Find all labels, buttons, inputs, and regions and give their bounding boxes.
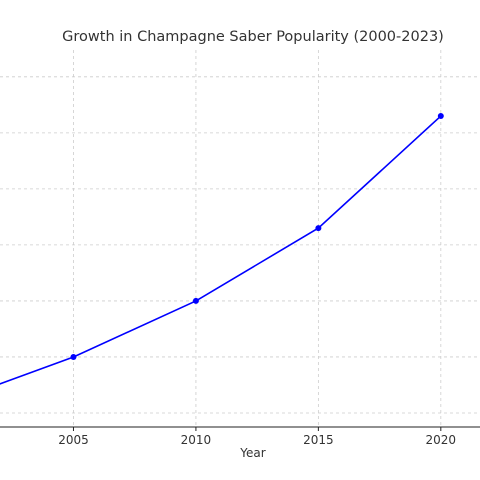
x-tick-label-2010: 2010 — [181, 433, 212, 447]
series-line — [0, 115, 442, 385]
data-point-2005 — [70, 353, 77, 360]
gridlines — [0, 50, 480, 427]
series-layer — [0, 113, 444, 385]
data-point-2010 — [192, 297, 199, 304]
x-tick-label-2015: 2015 — [303, 433, 334, 447]
x-tick-labels: 2005 2010 2015 2020 — [58, 427, 456, 447]
chart-title: Growth in Champagne Saber Popularity (20… — [62, 29, 444, 45]
x-tick-label-2020: 2020 — [426, 433, 457, 447]
x-axis-label: Year — [239, 446, 265, 460]
x-tick-label-2005: 2005 — [58, 433, 89, 447]
data-point-2020 — [437, 113, 444, 120]
data-point-2015 — [315, 225, 322, 232]
